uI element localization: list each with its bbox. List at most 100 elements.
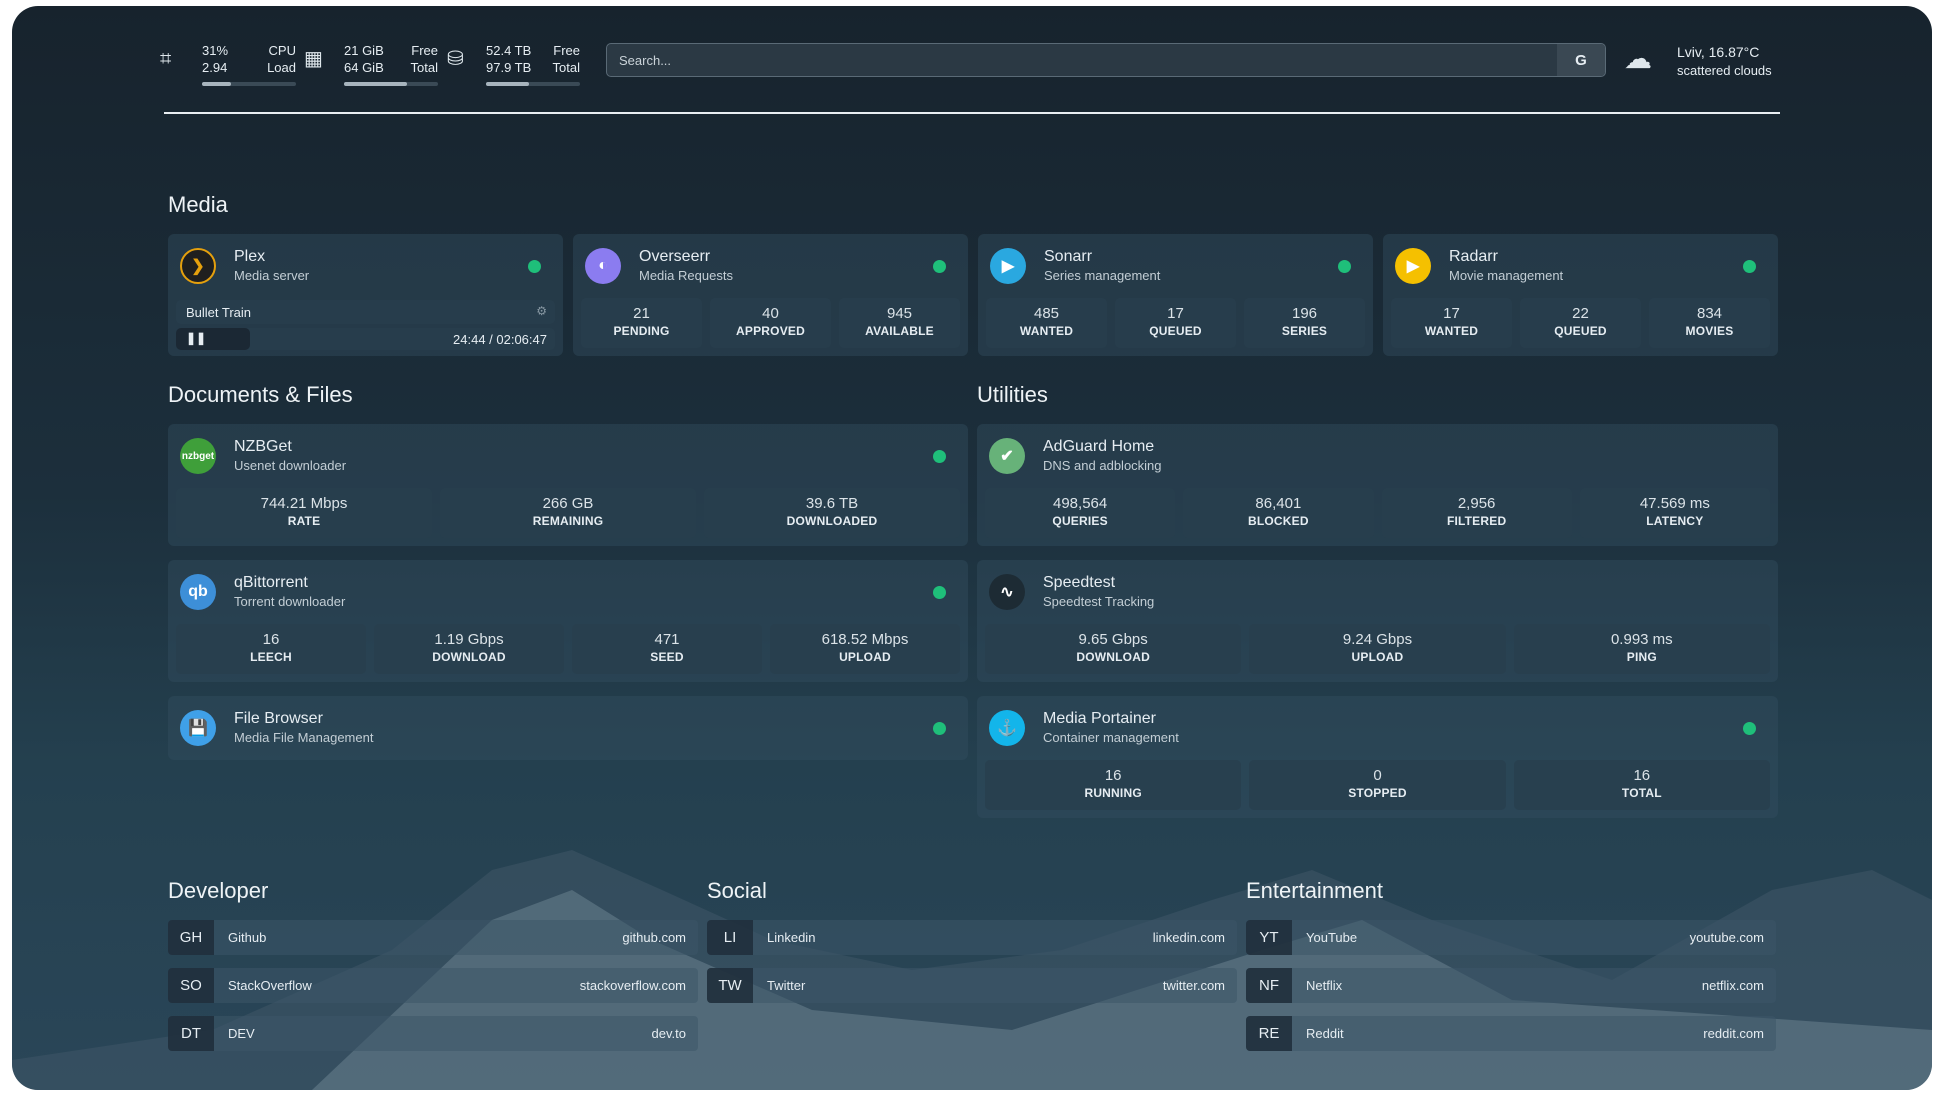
- stat-block: 485 WANTED: [986, 298, 1107, 348]
- card-stats: 498,564 QUERIES 86,401 BLOCKED 2,956 FILTERED…: [985, 488, 1770, 538]
- memory-stat: 21 GiB 64 GiB Free Total: [344, 42, 438, 86]
- link-url: netflix.com: [1701, 978, 1764, 993]
- link-name: Netflix: [1306, 978, 1343, 993]
- link-name: Linkedin: [767, 930, 816, 945]
- stat-value: 17: [1443, 305, 1460, 322]
- stat-block: 16 LEECH: [176, 624, 366, 674]
- adguard-logo-icon: ✔: [989, 438, 1025, 474]
- stat-label: BLOCKED: [1248, 514, 1309, 528]
- weather-condition: scattered clouds: [1677, 63, 1772, 78]
- section-utilities: Utilities: [977, 382, 1048, 407]
- card-stats: 16 LEECH 1.19 Gbps DOWNLOAD 471 SEED 618.52 Mb…: [176, 624, 960, 674]
- status-dot: [528, 260, 541, 273]
- link-url: youtube.com: [1689, 930, 1764, 945]
- stat-value: 40: [762, 305, 779, 322]
- stat-label: MOVIES: [1685, 324, 1734, 338]
- stat-block: 86,401 BLOCKED: [1183, 488, 1374, 538]
- stat-block: 47.569 ms LATENCY: [1579, 488, 1770, 538]
- cpu-load: 2.94: [202, 60, 228, 75]
- stat-block: 834 MOVIES: [1649, 298, 1770, 348]
- overseerr-card[interactable]: ◐ Overseerr Media Requests 21 PENDING 40 APP…: [573, 234, 968, 356]
- link-youtube[interactable]: YT YouTube youtube.com: [1246, 920, 1776, 955]
- speedtest-card[interactable]: ∿ Speedtest Speedtest Tracking 9.65 Gbps D…: [977, 560, 1778, 682]
- playback-progress: ❚❚ 24:44 / 02:06:47: [176, 328, 555, 350]
- stat-label: QUEUED: [1149, 324, 1202, 338]
- free-label: Free: [411, 43, 438, 58]
- cpu-label: CPU: [268, 43, 296, 58]
- search-input[interactable]: [607, 52, 1557, 68]
- stat-value: 834: [1696, 305, 1723, 322]
- stat-value: 9.65 Gbps: [1078, 631, 1148, 648]
- link-url: reddit.com: [1703, 1026, 1764, 1041]
- stat-label: UPLOAD: [839, 650, 891, 664]
- status-dot: [933, 450, 946, 463]
- card-name: qBittorrent: [234, 574, 308, 591]
- weather-widget[interactable]: Lviv, 16.87°C scattered clouds: [1677, 44, 1772, 78]
- stat-block: 196 SERIES: [1244, 298, 1365, 348]
- stat-value: 2,956: [1457, 495, 1496, 512]
- qbittorrent-card[interactable]: qb qBittorrent Torrent downloader 16 LEECH…: [168, 560, 968, 682]
- section-developer: Developer: [168, 878, 269, 903]
- stat-label: DOWNLOAD: [432, 650, 506, 664]
- sonarr-card[interactable]: ▶ Sonarr Series management 485 WANTED 17 QUE…: [978, 234, 1373, 356]
- stat-label: SEED: [650, 650, 684, 664]
- card-stats: 9.65 Gbps DOWNLOAD 9.24 Gbps UPLOAD 0.993 ms…: [985, 624, 1770, 674]
- stat-value: 39.6 TB: [805, 495, 859, 512]
- stat-value: 744.21 Mbps: [260, 495, 348, 512]
- link-url: linkedin.com: [1152, 930, 1225, 945]
- link-stackoverflow[interactable]: SO StackOverflow stackoverflow.com: [168, 968, 698, 1003]
- card-desc: Speedtest Tracking: [1043, 594, 1155, 609]
- card-stats: 16 RUNNING 0 STOPPED 16 TOTAL: [985, 760, 1770, 810]
- link-url: dev.to: [651, 1026, 686, 1041]
- stat-value: 0.993 ms: [1610, 631, 1673, 648]
- nzbget-logo-icon: nzbget: [180, 438, 216, 474]
- card-name: Sonarr: [1044, 248, 1093, 265]
- stat-block: 1.19 Gbps DOWNLOAD: [374, 624, 564, 674]
- nzbget-card[interactable]: nzbget NZBGet Usenet downloader 744.21 Mb…: [168, 424, 968, 546]
- link-dev[interactable]: DT DEV dev.to: [168, 1016, 698, 1051]
- portainer-card[interactable]: ⚓ Media Portainer Container management 16…: [977, 696, 1778, 818]
- pause-icon[interactable]: ❚❚: [186, 331, 207, 345]
- card-desc: Media Requests: [639, 268, 733, 283]
- cpu-icon: ⌗: [160, 48, 172, 70]
- stat-block: 17 QUEUED: [1115, 298, 1236, 348]
- status-dot: [1743, 260, 1756, 273]
- link-netflix[interactable]: NF Netflix netflix.com: [1246, 968, 1776, 1003]
- link-twitter[interactable]: TW Twitter twitter.com: [707, 968, 1237, 1003]
- sonarr-logo-icon: ▶: [990, 248, 1026, 284]
- stat-value: 196: [1291, 305, 1318, 322]
- stat-value: 485: [1033, 305, 1060, 322]
- link-github[interactable]: GH Github github.com: [168, 920, 698, 955]
- stat-block: 945 AVAILABLE: [839, 298, 960, 348]
- now-playing: Bullet Train ⚙: [176, 300, 555, 324]
- adguard-card[interactable]: ✔ AdGuard Home DNS and adblocking 498,564…: [977, 424, 1778, 546]
- stat-label: TOTAL: [1621, 786, 1662, 800]
- card-name: Speedtest: [1043, 574, 1116, 591]
- stat-block: 744.21 Mbps RATE: [176, 488, 432, 538]
- dashboard-window: ⌗ 31% 2.94 CPU Load ▦ 21 GiB 64 GiB Free T…: [12, 6, 1932, 1090]
- card-stats: 744.21 Mbps RATE 266 GB REMAINING 39.6 TB DOW…: [176, 488, 960, 538]
- plex-card[interactable]: ❯ Plex Media server Bullet Train ⚙ ❚❚ 24…: [168, 234, 563, 356]
- google-search-button[interactable]: G: [1557, 44, 1605, 76]
- stat-label: WANTED: [1424, 324, 1479, 338]
- stat-label: DOWNLOADED: [786, 514, 878, 528]
- radarr-card[interactable]: ▶ Radarr Movie management 17 WANTED 22 QUEUE…: [1383, 234, 1778, 356]
- link-linkedin[interactable]: LI Linkedin linkedin.com: [707, 920, 1237, 955]
- section-media: Media: [168, 192, 228, 217]
- stat-value: 16: [1633, 767, 1651, 784]
- stat-value: 0: [1373, 767, 1382, 784]
- radarr-logo-icon: ▶: [1395, 248, 1431, 284]
- stat-label: SERIES: [1281, 324, 1328, 338]
- stat-value: 86,401: [1255, 495, 1302, 512]
- disk-stat: 52.4 TB 97.9 TB Free Total: [486, 42, 580, 86]
- stat-block: 39.6 TB DOWNLOADED: [704, 488, 960, 538]
- total-label: Total: [552, 60, 580, 75]
- stat-block: 40 APPROVED: [710, 298, 831, 348]
- free-label: Free: [553, 43, 580, 58]
- link-name: Twitter: [767, 978, 806, 993]
- filebrowser-card[interactable]: 💾 File Browser Media File Management: [168, 696, 968, 760]
- stat-block: 0 STOPPED: [1249, 760, 1506, 810]
- cpu-stat: 31% 2.94 CPU Load: [202, 42, 296, 86]
- link-reddit[interactable]: RE Reddit reddit.com: [1246, 1016, 1776, 1051]
- card-desc: Media File Management: [234, 730, 374, 745]
